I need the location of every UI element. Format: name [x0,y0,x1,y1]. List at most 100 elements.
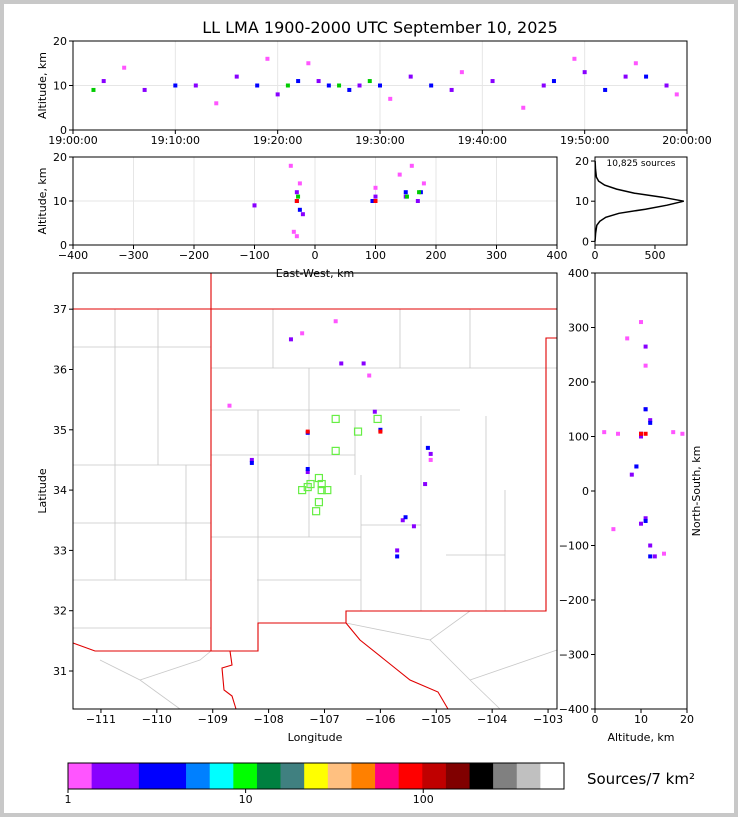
source-point [373,199,378,203]
y-tick-label: 0 [60,239,67,252]
source-point [288,337,293,342]
y-tick-label: 33 [53,544,67,557]
color-segment [445,763,470,789]
source-point [294,234,299,239]
source-point [300,212,305,217]
x-tick-label: −110 [142,713,172,726]
x-tick-label: 0 [312,249,319,262]
x-tick-label: 19:20:00 [253,134,302,147]
x-tick-label: 400 [547,249,568,262]
source-point [347,87,352,92]
color-segment [186,763,211,789]
source-point [648,418,653,423]
x-tick-label: 200 [426,249,447,262]
x-axis-label: Longitude [288,731,343,744]
source-point [367,373,372,378]
color-segment [540,763,565,789]
y-axis-label: Altitude, km [36,52,49,119]
source-point [294,199,299,203]
y-tick-label: 20 [53,35,67,48]
source-point [296,194,301,199]
x-tick-label: 20:00:00 [662,134,711,147]
source-point [300,331,305,336]
color-segment [516,763,541,789]
source-point [333,319,338,324]
x-tick-label: 10 [634,713,648,726]
x-tick-label: −107 [309,713,339,726]
source-point [671,430,676,435]
state-border [72,273,557,710]
y-tick-label: −200 [559,594,589,607]
y-tick-label: 300 [568,322,589,335]
x-tick-label: −106 [365,713,395,726]
color-segment [162,763,187,789]
source-point [367,79,372,84]
x-tick-label: −104 [477,713,507,726]
color-segment [68,763,92,789]
source-point [625,336,630,341]
source-point [306,61,311,66]
color-segment [280,763,305,789]
color-segment [398,763,423,789]
source-point [680,431,685,436]
station [331,414,340,424]
annotation: 10,825 sources [607,159,676,169]
source-point [372,409,377,414]
source-point [639,320,643,325]
altitude-profile [594,160,684,242]
colorbar-frame [67,762,565,790]
source-point [249,457,254,462]
y-tick-label: 37 [53,303,67,316]
source-point [616,431,620,436]
y-tick-label: 20 [575,155,589,168]
source-point [214,101,219,106]
source-point [644,74,649,79]
station [314,498,324,507]
source-point [288,163,293,168]
y-tick-label: 0 [60,124,67,137]
color-segment [209,763,234,789]
y-axis-label: Latitude [36,468,49,514]
source-point [639,521,643,526]
county-lines [73,309,558,710]
source-point [664,83,669,88]
source-point [388,96,393,101]
canvas [4,4,734,813]
x-tick-label: −100 [239,249,269,262]
source-point [417,190,422,195]
y-tick-label: 10 [53,195,67,208]
y-tick-label: 20 [53,151,67,164]
source-point [648,543,653,548]
source-point [395,548,400,553]
source-point [255,83,260,88]
source-point [370,199,375,203]
y-tick-label: 0 [582,485,589,498]
color-segment [304,763,329,789]
source-point [572,56,577,61]
x-tick-label: −103 [533,713,563,726]
source-point [639,434,643,439]
county-line [99,610,558,710]
source-point [643,407,648,412]
y-tick-label: 31 [53,665,67,678]
source-point [305,470,310,475]
source-point [373,194,378,199]
source-point [633,61,638,66]
source-point [648,554,653,559]
chart-title: LL LMA 1900-2000 UTC September 10, 2025 [202,18,558,37]
source-point [643,516,648,521]
color-segment [422,763,447,789]
source-point [521,105,526,110]
source-point [378,83,382,88]
source-point [634,464,639,469]
y-tick-label: 10 [575,195,589,208]
color-segment [469,763,494,789]
x-tick-label: 100 [365,249,386,262]
source-point [234,74,239,79]
source-point [361,361,366,366]
x-tick-label: −200 [179,249,209,262]
source-point [397,172,402,177]
source-point [428,457,433,462]
source-point [193,83,198,88]
